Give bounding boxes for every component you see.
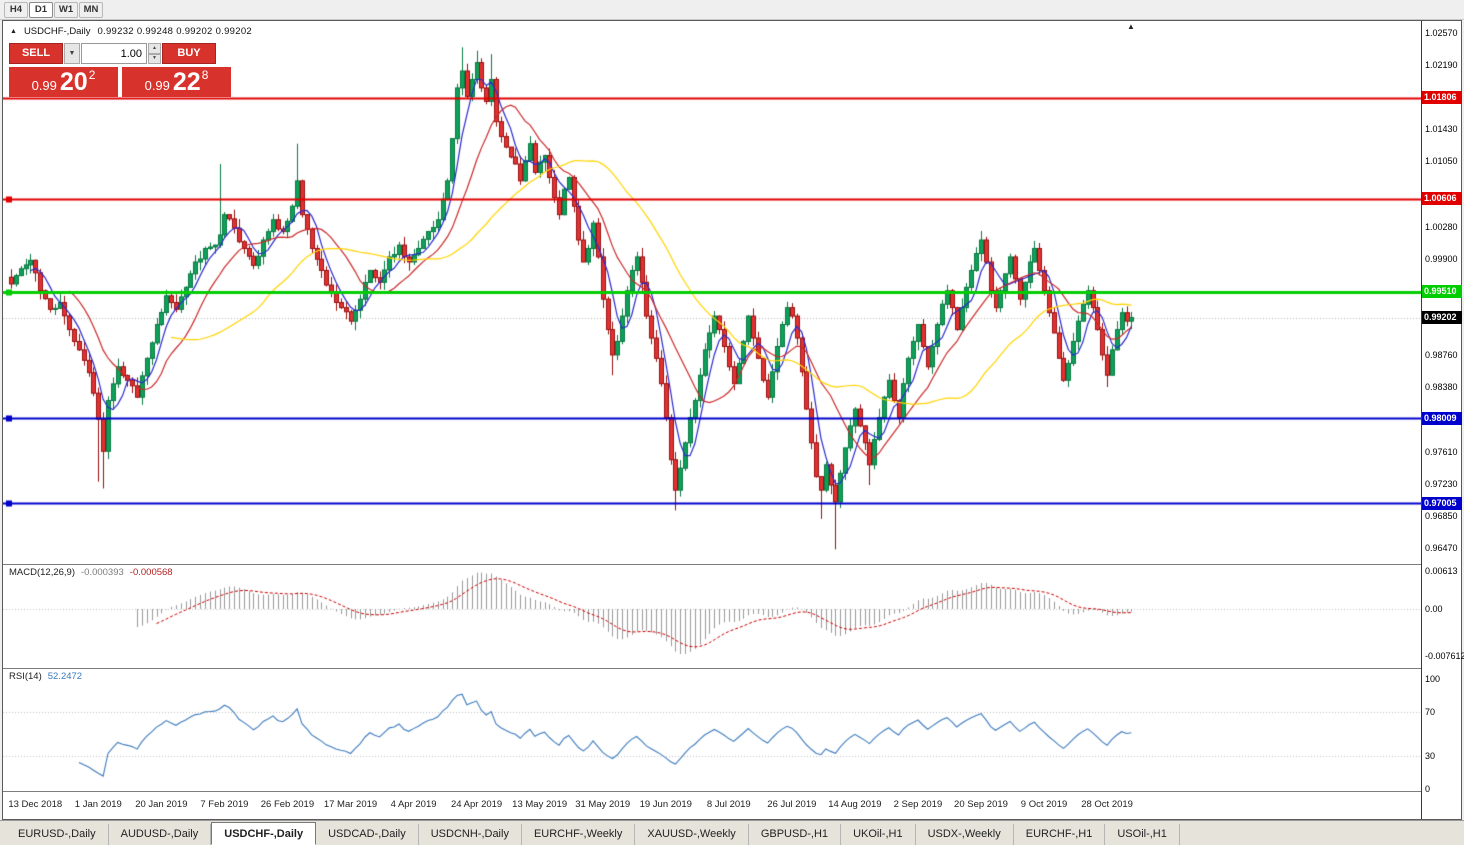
price-axis-label: 0.97230	[1425, 479, 1458, 490]
volume-input[interactable]	[81, 43, 147, 64]
macd-signal-value: -0.000568	[129, 567, 173, 578]
date-axis-label: 31 May 2019	[575, 799, 631, 810]
panel-divider	[3, 791, 1461, 792]
macd-indicator-label: MACD(12,26,9) -0.000393 -0.000568	[9, 567, 173, 578]
price-axis-label: 0.98380	[1425, 382, 1458, 393]
current-price-badge: 0.99202	[1422, 311, 1462, 325]
chart-tab-usdcnh-daily[interactable]: USDCNH-,Daily	[419, 824, 522, 845]
chart-symbol-label: USDCHF-,Daily	[23, 26, 91, 37]
rsi-value: 52.2472	[47, 671, 83, 682]
chart-window: ▲ USDCHF-,Daily 0.99232 0.99248 0.99202 …	[2, 20, 1464, 820]
price-level-badge: 0.97005	[1422, 496, 1462, 510]
sell-button[interactable]: SELL	[9, 43, 63, 64]
ask-price-sup: 8	[201, 68, 209, 82]
chart-tab-xauusd-weekly[interactable]: XAUUSD-,Weekly	[635, 824, 749, 845]
date-axis-label: 13 May 2019	[512, 799, 568, 810]
chart-tab-eurchf-h1[interactable]: EURCHF-,H1	[1014, 824, 1106, 845]
date-axis-label: 7 Feb 2019	[200, 799, 249, 810]
price-axis-label: 0.98760	[1425, 349, 1458, 360]
bid-price-box[interactable]: 0.99 20 2	[9, 67, 118, 97]
price-axis-label: 1.01050	[1425, 156, 1458, 167]
one-click-collapse-icon[interactable]: ▲	[10, 28, 17, 35]
macd-name: MACD(12,26,9)	[9, 567, 75, 578]
rsi-name: RSI(14)	[9, 671, 42, 682]
volume-dropdown-icon[interactable]: ▼	[64, 43, 80, 64]
one-click-trade-panel: SELL ▼ ▲ ▼ BUY 0.99 20 2 0.99 22 8	[9, 43, 231, 97]
chart-tab-eurchf-weekly[interactable]: EURCHF-,Weekly	[522, 824, 636, 845]
volume-down-icon[interactable]: ▼	[148, 53, 161, 64]
date-axis-label: 26 Jul 2019	[767, 799, 817, 810]
chart-tab-audusd-daily[interactable]: AUDUSD-,Daily	[109, 824, 212, 845]
chart-tab-usdx-weekly[interactable]: USDX-,Weekly	[916, 824, 1014, 845]
ask-price-big: 22	[172, 67, 201, 96]
price-axis-label: 1.00280	[1425, 221, 1458, 232]
date-axis-label: 19 Jun 2019	[639, 799, 692, 810]
price-axis-label: 0.99900	[1425, 253, 1458, 264]
buy-button[interactable]: BUY	[162, 43, 216, 64]
date-axis-label: 8 Jul 2019	[706, 799, 751, 810]
price-level-badge: 0.99510	[1422, 285, 1462, 299]
chart-tab-gbpusd-h1[interactable]: GBPUSD-,H1	[749, 824, 842, 845]
bid-price-base: 0.99	[31, 77, 57, 93]
macd-axis-label: 0.00613	[1425, 566, 1458, 577]
chart-tab-eurusd-daily[interactable]: EURUSD-,Daily	[6, 824, 109, 845]
date-axis-label: 28 Oct 2019	[1081, 799, 1133, 810]
rsi-axis-label: 30	[1425, 751, 1436, 761]
date-axis-label: 20 Jan 2019	[135, 799, 188, 810]
price-level-badge: 1.01806	[1422, 91, 1462, 105]
macd-axis-label: 0.00	[1425, 604, 1443, 614]
panel-divider[interactable]	[3, 564, 1461, 565]
bid-price-big: 20	[59, 67, 88, 96]
date-axis-label: 4 Apr 2019	[390, 799, 437, 810]
candlestick-chart-canvas[interactable]	[3, 21, 1421, 819]
date-axis-label: 13 Dec 2018	[8, 799, 63, 810]
ask-price-base: 0.99	[144, 77, 170, 93]
chart-tab-usdchf-daily[interactable]: USDCHF-,Daily	[211, 822, 317, 845]
bid-price-sup: 2	[88, 68, 96, 82]
chart-tab-bar: EURUSD-,Daily AUDUSD-,Daily USDCHF-,Daily U…	[0, 820, 1464, 845]
timeframe-button-w1[interactable]: W1	[54, 1, 78, 18]
price-axis-label: 0.96850	[1425, 511, 1458, 522]
date-axis-label: 9 Oct 2019	[1020, 799, 1068, 810]
timeframe-button-d1[interactable]: D1	[29, 1, 53, 18]
price-level-badge: 1.00606	[1422, 192, 1462, 206]
price-level-badge: 0.98009	[1422, 411, 1462, 425]
chart-symbol-header: ▲ USDCHF-,Daily 0.99232 0.99248 0.99202 …	[10, 26, 252, 37]
macd-axis-label: -0.007612	[1425, 651, 1464, 662]
timeframe-toolbar: H4 D1 W1 MN	[0, 0, 1464, 20]
panel-divider[interactable]	[3, 668, 1461, 669]
rsi-axis-label: 100	[1425, 674, 1441, 684]
chart-ohlc-values: 0.99232 0.99248 0.99202 0.99202	[97, 26, 253, 37]
rsi-axis-label: 70	[1425, 707, 1436, 717]
date-axis: 13 Dec 2018 1 Jan 2019 20 Jan 2019 7 Feb 20…	[3, 792, 1421, 819]
timeframe-button-mn[interactable]: MN	[79, 1, 103, 18]
date-axis-label: 1 Jan 2019	[74, 799, 122, 810]
price-axis-label: 0.96470	[1425, 543, 1458, 554]
chart-tab-usdcad-daily[interactable]: USDCAD-,Daily	[316, 824, 419, 845]
volume-stepper: ▲ ▼	[148, 43, 161, 64]
date-axis-label: 2 Sep 2019	[893, 799, 943, 810]
chart-tab-ukoil-h1[interactable]: UKOil-,H1	[841, 824, 916, 845]
ask-price-box[interactable]: 0.99 22 8	[122, 67, 231, 97]
price-axis-label: 1.02190	[1425, 60, 1458, 71]
date-axis-label: 24 Apr 2019	[450, 799, 503, 810]
timeframe-button-h4[interactable]: H4	[4, 1, 28, 18]
rsi-axis-label: 0	[1425, 784, 1431, 794]
rsi-indicator-label: RSI(14) 52.2472	[9, 671, 82, 682]
chart-shift-marker-icon[interactable]: ▲	[1127, 22, 1135, 31]
price-axis-label: 1.02570	[1425, 28, 1458, 38]
date-axis-label: 20 Sep 2019	[954, 799, 1008, 810]
date-axis-label: 17 Mar 2019	[323, 799, 378, 810]
macd-main-value: -0.000393	[81, 567, 124, 578]
price-axis-label: 1.01430	[1425, 124, 1458, 135]
date-axis-label: 26 Feb 2019	[260, 799, 315, 810]
price-axis[interactable]: 1.02570 1.02190 1.01430 1.01050 1.00280 0.999…	[1421, 21, 1464, 819]
price-axis-label: 0.97610	[1425, 447, 1458, 458]
volume-up-icon[interactable]: ▲	[148, 43, 161, 54]
chart-tab-usoil-h1[interactable]: USOil-,H1	[1105, 824, 1180, 845]
date-axis-label: 14 Aug 2019	[828, 799, 882, 810]
